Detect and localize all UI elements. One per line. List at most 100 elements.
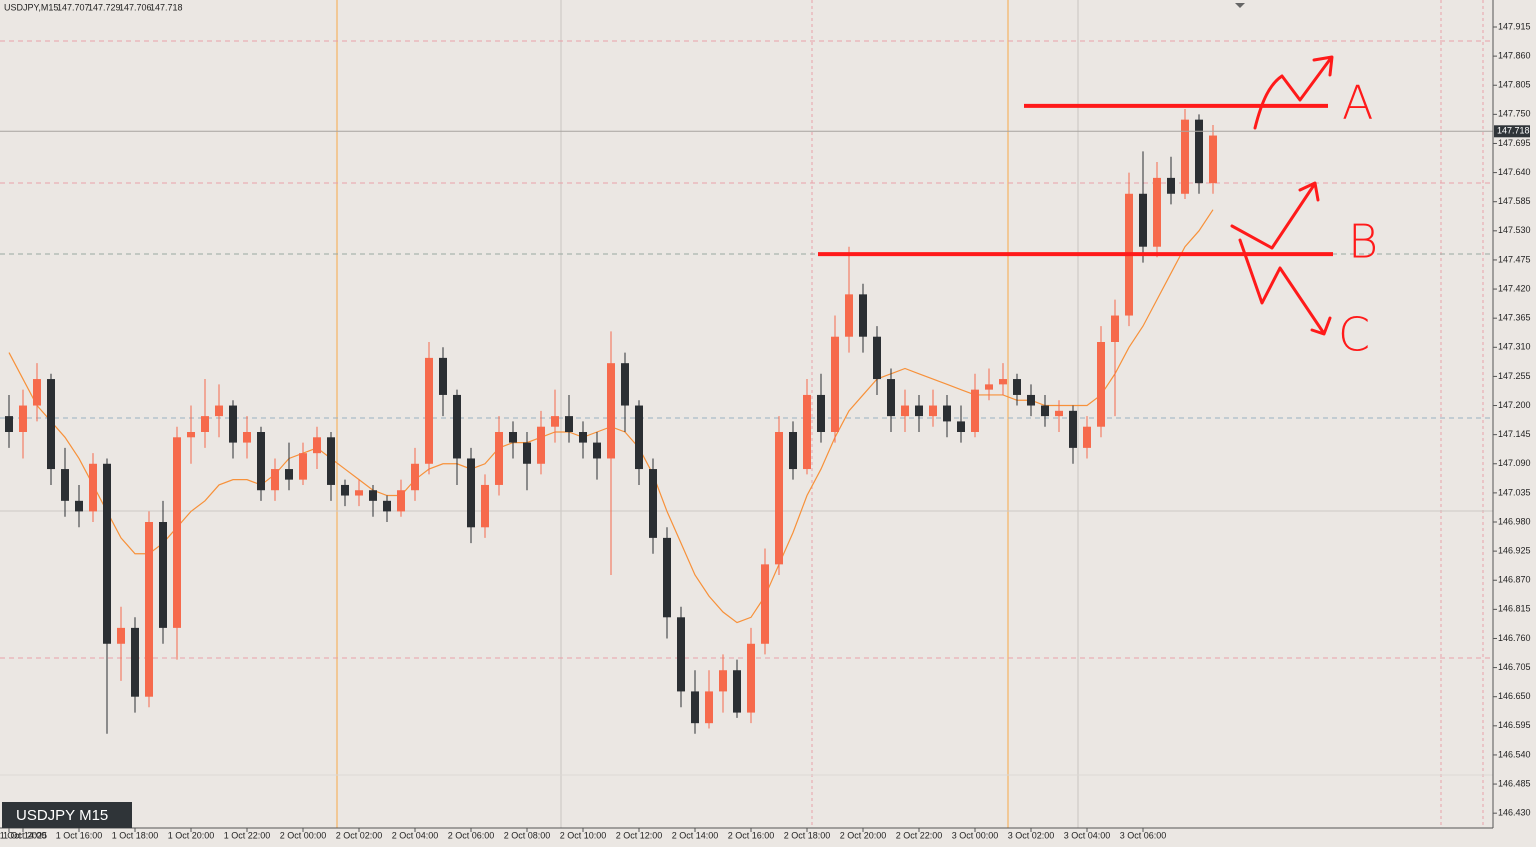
candle-body [173,437,181,628]
candle-body [355,490,363,496]
x-tick-label: 2 Oct 02:00 [336,830,383,840]
candle-body [1111,315,1119,342]
x-tick-label: 3 Oct 06:00 [1120,830,1167,840]
hand-drawing [1230,55,1334,336]
y-tick-label: 147.585 [1498,196,1531,206]
candle-body [341,484,349,496]
y-tick-label: 147.420 [1498,283,1531,293]
candle-body [369,490,377,501]
x-tick-label: 2 Oct 10:00 [560,830,607,840]
candle-body [313,437,321,454]
candle-body [789,432,797,470]
header: USDJPY,M15 147.707 147.729 147.706 147.7… [4,2,183,12]
x-tick-label: 2 Oct 18:00 [784,830,831,840]
y-tick-label: 146.595 [1498,720,1531,730]
y-tick-label: 147.750 [1498,109,1531,119]
candle-body [1167,177,1175,194]
candle-body [999,379,1007,385]
x-tick-label: 2 Oct 22:00 [896,830,943,840]
candle-body [1069,410,1077,448]
quote-high: 147.729 [88,2,121,12]
candle-body [831,336,839,432]
y-tick-label: 146.540 [1498,749,1531,759]
x-tick-label: 1 Oct 14:00 [0,830,46,840]
x-tick-label: 2 Oct 16:00 [728,830,775,840]
candle-body [1027,394,1035,406]
candle-body [705,691,713,724]
candle-body [887,379,895,417]
candle-body [943,405,951,422]
candle-body [873,336,881,380]
candle-body [159,522,167,628]
arrow-a [1253,55,1334,130]
candle-body [621,363,629,406]
symbol: USDJPY,M15 [4,2,58,12]
price-axis-bg [1493,0,1536,847]
candle-body [103,463,111,644]
candle-body [761,564,769,644]
candle-body [1055,410,1063,417]
x-tick-label: 2 Oct 14:00 [672,830,719,840]
y-tick-label: 147.310 [1498,342,1531,352]
annotation-label: A [1342,76,1373,130]
candle-body [481,484,489,528]
symbol-box-bg [2,802,132,828]
candle-body [859,294,867,337]
candle-body [397,490,405,512]
candle-body [551,416,559,427]
candle-body [901,405,909,417]
x-tick-label: 1 Oct 22:00 [224,830,271,840]
candle-body [1195,119,1203,184]
symbol-box: USDJPY M15 [2,802,132,828]
candle-body [509,432,517,443]
candle-body [131,627,139,697]
y-tick-label: 147.255 [1498,371,1531,381]
x-tick-label: 1 Oct 20:00 [168,830,215,840]
candle-body [411,463,419,491]
candle-body [19,405,27,432]
candle-body [229,405,237,443]
y-tick-label: 147.035 [1498,487,1531,497]
candle-body [1209,135,1217,184]
x-tick-label: 2 Oct 12:00 [616,830,663,840]
candle-body [649,469,657,538]
x-tick-label: 2 Oct 00:00 [280,830,327,840]
candle-body [383,500,391,512]
quote-open: 147.707 [57,2,90,12]
x-tick-label: 1 Oct 18:00 [112,830,159,840]
y-tick-label: 146.430 [1498,808,1531,818]
candle-body [467,458,475,528]
x-tick-label: 3 Oct 02:00 [1008,830,1055,840]
candle-body [1153,177,1161,247]
candle-body [817,394,825,432]
x-tick-label: 3 Oct 04:00 [1064,830,1111,840]
candle-body [971,389,979,432]
candle-body [75,500,83,512]
y-tick-label: 146.870 [1498,575,1531,585]
y-tick-label: 147.145 [1498,429,1531,439]
candle-body [1013,379,1021,395]
candle-body [733,670,741,713]
y-tick-label: 146.650 [1498,691,1531,701]
y-tick-label: 146.925 [1498,545,1531,555]
quote-close: 147.718 [150,2,183,12]
candle-body [677,617,685,692]
y-tick-label: 147.805 [1498,80,1531,90]
candle-body [271,469,279,491]
y-tick-label: 147.640 [1498,167,1531,177]
candle-body [47,379,55,470]
candle-body [299,453,307,480]
candle-body [985,384,993,390]
candle-body [1083,426,1091,448]
candle-body [1181,119,1189,194]
candle-body [327,437,335,485]
candle-body [257,432,265,491]
y-tick-label: 146.815 [1498,604,1531,614]
y-tick-label: 147.365 [1498,313,1531,323]
x-tick-label: 2 Oct 06:00 [448,830,495,840]
candle-body [495,432,503,485]
candle-body [201,416,209,432]
candle-body [663,537,671,618]
